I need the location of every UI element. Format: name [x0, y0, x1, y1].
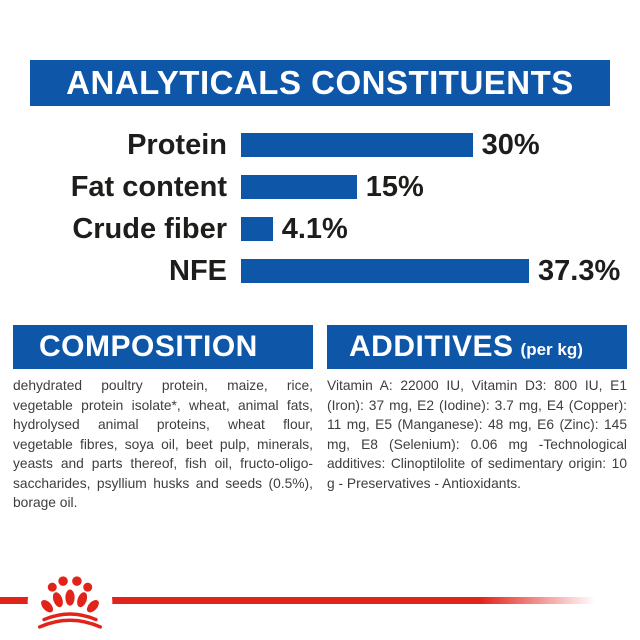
bar-label: NFE — [169, 254, 227, 287]
bar-chart-row: NFE 37.3% — [0, 250, 640, 292]
additives-title: ADDITIVES — [349, 330, 514, 363]
bar-label: Crude fiber — [72, 212, 227, 245]
bar-label: Protein — [127, 128, 227, 161]
bar — [241, 175, 357, 199]
bar-value: 37.3% — [538, 254, 621, 287]
bar — [241, 217, 273, 241]
crown-icon — [27, 569, 113, 633]
analyticals-title: ANALYTICALS CONSTITUENTS — [66, 64, 574, 101]
additives-header: ADDITIVES (per kg) — [327, 325, 627, 369]
bar-chart-row: Crude fiber 4.1% — [0, 208, 640, 250]
bar-value: 15% — [365, 170, 424, 203]
bar — [241, 259, 529, 283]
composition-title: COMPOSITION — [39, 330, 258, 363]
bar — [241, 133, 473, 157]
composition-header: COMPOSITION — [13, 325, 313, 369]
royal-canin-crown-logo — [26, 569, 114, 633]
bar-label: Fat content — [70, 170, 227, 203]
footer-red-line — [0, 597, 640, 604]
analyticals-constituents-header: ANALYTICALS CONSTITUENTS — [30, 60, 610, 106]
additives-unit-note: (per kg) — [520, 340, 583, 359]
bar-chart-row: Protein 30% — [0, 124, 640, 166]
bar-value: 30% — [481, 128, 540, 161]
bar-value: 4.1% — [281, 212, 348, 245]
composition-text: dehydrated poultry protein, maize, rice,… — [13, 378, 313, 510]
additives-text: Vitamin A: 22000 IU, Vitamin D3: 800 IU,… — [327, 378, 627, 491]
bar-chart: Protein 30% Fat content 15% Crude fiber 4.1% N… — [0, 124, 640, 292]
bar-chart-row: Fat content 15% — [0, 166, 640, 208]
